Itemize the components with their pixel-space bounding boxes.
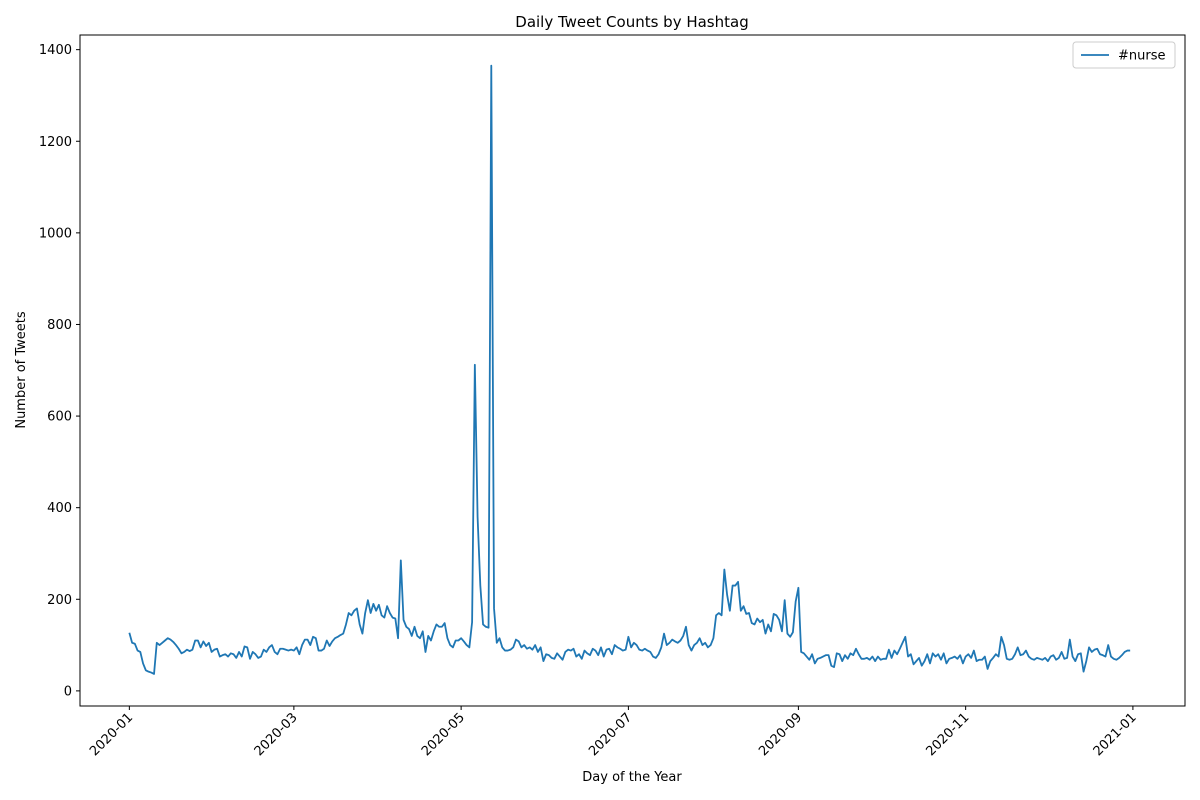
- axes-frame: [79, 34, 1186, 707]
- y-tick-label: 1400: [39, 43, 72, 58]
- y-tick-label: 1200: [39, 135, 72, 150]
- y-tick-label: 800: [47, 318, 72, 333]
- y-tick-label: 600: [47, 410, 72, 425]
- y-tick-label: 400: [47, 501, 72, 516]
- x-axis-label: Day of the Year: [582, 770, 682, 785]
- legend-label: #nurse: [1118, 49, 1166, 64]
- line: [128, 64, 1131, 675]
- chart-title: Daily Tweet Counts by Hashtag: [515, 13, 748, 31]
- y-axis-label: Number of Tweets: [14, 311, 29, 429]
- y-tick-label: 200: [47, 593, 72, 608]
- legend-box: [1072, 41, 1176, 69]
- y-tick-label: 1000: [39, 226, 72, 241]
- y-tick-label: 0: [64, 684, 72, 699]
